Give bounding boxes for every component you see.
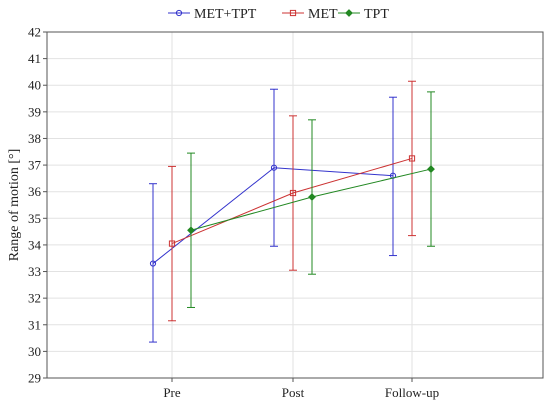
y-tick-label: 31 [28,317,41,332]
y-tick-label: 37 [28,158,42,173]
legend-label: MET+TPT [194,7,257,22]
data-point [427,165,435,173]
legend-item-met-tpt: MET+TPT [168,7,257,22]
legend-label: MET [308,7,338,22]
y-tick-label: 40 [28,78,41,93]
series-line [171,157,413,245]
y-tick-label: 39 [28,104,41,119]
data-point [289,189,297,197]
y-tick-label: 29 [28,371,41,386]
series-met [168,80,416,322]
plot-frame [46,31,544,379]
legend-item-tpt: TPT [338,7,389,22]
y-axis: 29 30 31 32 33 34 35 36 37 38 39 40 41 42 [28,25,47,386]
y-tick-label: 34 [28,237,42,252]
legend-item-met: MET [282,7,338,22]
y-tick-label: 42 [28,25,41,40]
data-point [408,155,416,162]
series-layer [149,80,435,343]
y-tick-label: 32 [28,291,41,306]
series-tpt [187,91,435,308]
legend-marker [175,9,183,17]
y-tick-label: 41 [28,51,41,66]
legend-label: TPT [364,7,389,22]
legend-marker [345,9,353,17]
series-met-tpt [149,88,397,343]
series-line [152,167,394,264]
y-tick-label: 33 [28,264,41,279]
y-tick-label: 30 [28,344,41,359]
y-axis-label: Range of motion [°] [7,149,22,262]
y-tick-label: 35 [28,211,41,226]
y-tick-label: 36 [28,184,42,199]
data-point [308,193,316,201]
data-point [168,240,176,247]
data-point [270,164,278,171]
x-axis: Pre Post Follow-up [163,378,439,400]
x-tick-label: Follow-up [385,385,439,400]
y-tick-label: 38 [28,131,41,146]
x-tick-label: Post [282,385,305,400]
grid [47,31,543,379]
data-point [187,226,195,235]
legend: MET+TPT MET TPT [168,7,389,22]
x-tick-label: Pre [163,385,181,400]
data-point [149,260,157,267]
legend-marker [289,9,297,17]
